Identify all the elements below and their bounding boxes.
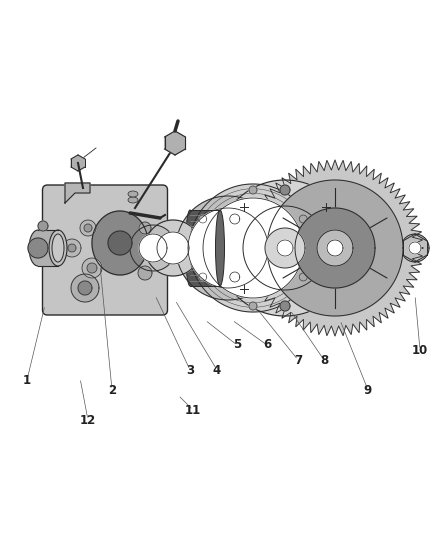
Polygon shape xyxy=(139,234,167,262)
Text: 11: 11 xyxy=(185,403,201,416)
Polygon shape xyxy=(108,231,132,255)
Text: 9: 9 xyxy=(364,384,372,397)
Polygon shape xyxy=(265,228,305,268)
Polygon shape xyxy=(176,196,280,300)
Polygon shape xyxy=(327,240,343,256)
Polygon shape xyxy=(165,131,185,155)
Polygon shape xyxy=(92,211,148,275)
Polygon shape xyxy=(82,258,102,278)
Polygon shape xyxy=(87,263,97,273)
Polygon shape xyxy=(84,224,92,232)
Text: 10: 10 xyxy=(412,343,428,357)
Polygon shape xyxy=(295,208,375,288)
Polygon shape xyxy=(277,240,293,256)
Text: 7: 7 xyxy=(294,353,302,367)
Ellipse shape xyxy=(128,197,138,203)
Polygon shape xyxy=(71,274,99,302)
Polygon shape xyxy=(157,232,189,264)
Polygon shape xyxy=(130,225,176,271)
Polygon shape xyxy=(249,186,257,194)
Polygon shape xyxy=(401,234,429,262)
Ellipse shape xyxy=(128,191,138,197)
Polygon shape xyxy=(78,281,92,295)
Polygon shape xyxy=(267,180,403,316)
Polygon shape xyxy=(189,184,317,312)
Polygon shape xyxy=(63,239,81,257)
Ellipse shape xyxy=(52,234,64,262)
Polygon shape xyxy=(409,242,421,254)
Polygon shape xyxy=(203,198,303,298)
Polygon shape xyxy=(230,214,240,224)
Text: 6: 6 xyxy=(263,338,271,351)
Polygon shape xyxy=(330,214,340,224)
Polygon shape xyxy=(71,155,85,171)
Text: 2: 2 xyxy=(108,384,116,397)
Polygon shape xyxy=(299,215,307,223)
FancyBboxPatch shape xyxy=(42,185,167,315)
Ellipse shape xyxy=(215,210,225,286)
Polygon shape xyxy=(28,238,48,258)
Bar xyxy=(38,230,58,266)
Polygon shape xyxy=(280,185,290,195)
Polygon shape xyxy=(38,221,48,231)
Polygon shape xyxy=(199,273,207,281)
Polygon shape xyxy=(217,180,353,316)
Polygon shape xyxy=(65,183,90,203)
Text: 4: 4 xyxy=(213,364,221,376)
Text: 1: 1 xyxy=(23,374,31,386)
Ellipse shape xyxy=(186,210,194,286)
Polygon shape xyxy=(330,272,340,282)
Text: 12: 12 xyxy=(80,414,96,426)
Bar xyxy=(190,210,220,286)
Polygon shape xyxy=(138,266,152,280)
Polygon shape xyxy=(145,220,201,276)
Polygon shape xyxy=(139,222,151,234)
Polygon shape xyxy=(317,230,353,266)
Polygon shape xyxy=(199,215,207,223)
Polygon shape xyxy=(230,272,240,282)
Text: 8: 8 xyxy=(320,353,328,367)
Polygon shape xyxy=(249,302,257,310)
Polygon shape xyxy=(188,208,268,288)
Polygon shape xyxy=(247,160,423,336)
Polygon shape xyxy=(68,244,76,252)
Polygon shape xyxy=(243,206,327,290)
Polygon shape xyxy=(299,273,307,281)
Text: 3: 3 xyxy=(186,364,194,376)
Polygon shape xyxy=(280,301,290,311)
Text: 5: 5 xyxy=(233,338,241,351)
Ellipse shape xyxy=(49,230,67,266)
Ellipse shape xyxy=(29,230,47,266)
Polygon shape xyxy=(80,220,96,236)
